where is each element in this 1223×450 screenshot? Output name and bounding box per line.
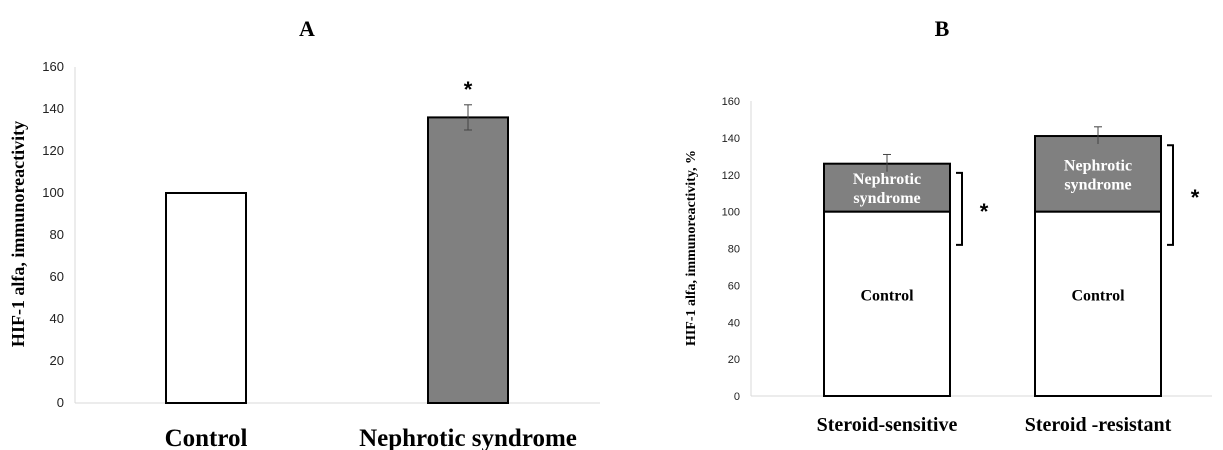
panel-b-y-tick-label: 40 <box>728 317 740 329</box>
panel-b-segment-label: Control <box>860 288 914 305</box>
panel-b-y-tick-label: 100 <box>722 207 740 219</box>
panel-b-y-tick-label: 60 <box>728 280 740 292</box>
panel-a-category-label: Control <box>165 425 248 450</box>
panel-b-category-label: Steroid-sensitive <box>817 414 958 436</box>
panel-a-y-tick-label: 120 <box>42 143 64 158</box>
panel-a-bar <box>427 116 509 405</box>
panel-a-y-tick-label: 160 <box>42 59 64 74</box>
panel-b: B HIF-1 alfa, immunoreactivity, % 0 20 40 6… <box>684 16 1212 436</box>
panel-a-y-axis-label: HIF-1 alfa, immunoreactivity <box>8 121 28 347</box>
panel-b-bar-segment <box>1034 210 1162 397</box>
panel-b-y-tick-label: 80 <box>728 244 740 256</box>
panel-b-y-tick-label: 20 <box>728 354 740 366</box>
panel-b-y-tick-label: 160 <box>722 96 740 108</box>
panel-b-segment-label: Control <box>1071 288 1125 305</box>
panel-b-significance-bracket <box>1167 144 1174 246</box>
panel-a-letter: A <box>299 16 315 41</box>
panel-b-y-tick-label: 120 <box>722 170 740 182</box>
panel-b-y-tick-label: 0 <box>734 391 740 403</box>
panel-a-y-tick-label: 80 <box>50 227 64 242</box>
panel-a-y-tick-label: 20 <box>50 353 64 368</box>
panel-b-y-axis-label: HIF-1 alfa, immunoreactivity, % <box>684 150 699 346</box>
panel-b-letter: B <box>935 16 950 41</box>
panel-b-bar-segment <box>823 210 951 397</box>
panel-a-y-tick-label: 100 <box>42 185 64 200</box>
panel-a-y-tick-label: 40 <box>50 311 64 326</box>
panel-a-y-tick-label: 140 <box>42 101 64 116</box>
panel-b-segment-label: Nephrotic <box>1064 157 1132 174</box>
panel-b-segment-label: Nephrotic <box>853 171 921 188</box>
panel-a-significance-star: * <box>464 77 473 102</box>
panel-a-y-tick-label: 60 <box>50 269 64 284</box>
panel-a-category-label: Nephrotic syndrome <box>359 425 577 450</box>
panel-b-category-label: Steroid -resistant <box>1025 414 1172 436</box>
panel-a-bar <box>165 192 247 404</box>
panel-b-significance-bracket <box>956 171 963 246</box>
panel-a-y-tick-label: 0 <box>57 395 64 410</box>
panel-b-significance-star: * <box>980 199 989 224</box>
panel-b-bar-segment <box>1034 135 1162 213</box>
panel-b-y-tick-label: 140 <box>722 133 740 145</box>
panel-b-segment-label: syndrome <box>1064 176 1131 193</box>
panel-b-segment-label: syndrome <box>853 190 920 207</box>
panel-b-significance-star: * <box>1191 185 1200 210</box>
panel-a: A HIF-1 alfa, immunoreactivity 0 20 40 60 80… <box>8 16 600 450</box>
